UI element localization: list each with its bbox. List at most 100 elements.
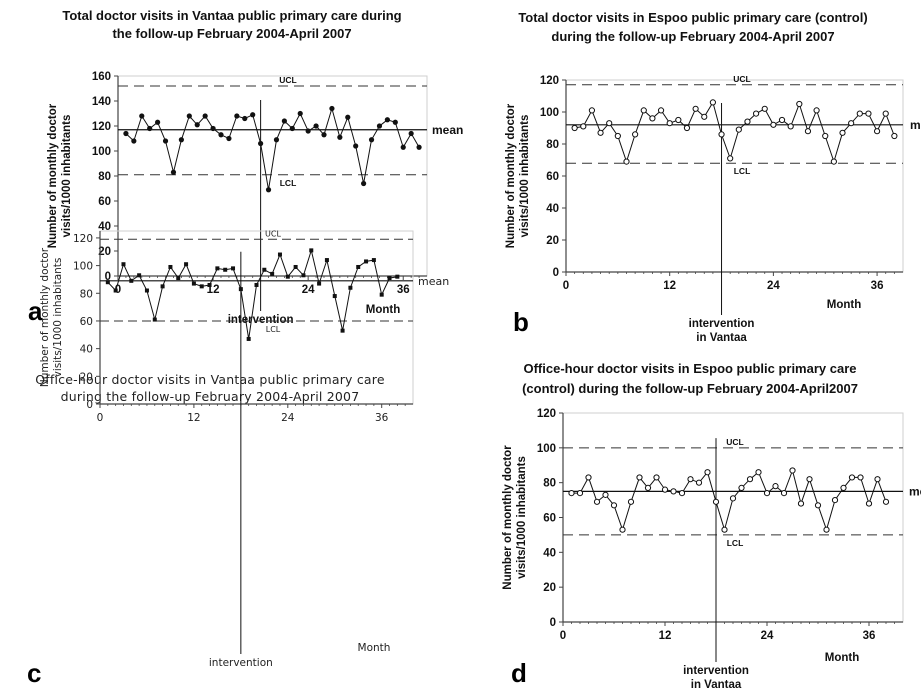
data-point xyxy=(839,129,846,136)
series-line xyxy=(125,106,420,190)
data-point xyxy=(882,498,890,505)
panel-letter: b xyxy=(513,307,529,337)
data-point xyxy=(121,262,126,267)
y-tick-label: 80 xyxy=(80,288,93,300)
data-point xyxy=(701,113,708,120)
x-tick-label: 24 xyxy=(761,630,774,642)
x-tick-label: 36 xyxy=(397,284,410,296)
lcl-label: LCL xyxy=(266,325,281,334)
y-tick-label: 0 xyxy=(553,267,559,279)
y-tick-label: 60 xyxy=(80,316,93,328)
x-axis-label: Month xyxy=(825,652,859,664)
data-point xyxy=(226,135,232,142)
data-point xyxy=(170,169,177,175)
data-point xyxy=(670,488,677,495)
x-tick-label: 0 xyxy=(115,284,121,296)
ucl-label: UCL xyxy=(279,75,296,85)
data-point xyxy=(614,132,621,140)
intervention-label-line: intervention xyxy=(689,318,755,330)
data-point xyxy=(623,158,630,165)
chart-panel-d: Office-hour doctor visits in Espoo publi… xyxy=(502,361,921,691)
data-point xyxy=(162,138,169,144)
data-point xyxy=(678,490,686,497)
data-point xyxy=(814,502,822,509)
data-point xyxy=(882,110,889,117)
data-point xyxy=(789,467,796,474)
data-point xyxy=(856,110,863,117)
data-point xyxy=(202,113,208,119)
data-point xyxy=(262,267,267,272)
data-point xyxy=(186,113,192,119)
x-axis-label: Month xyxy=(358,642,391,654)
x-tick-label: 12 xyxy=(207,284,220,296)
data-point xyxy=(309,248,314,253)
data-point xyxy=(176,276,181,281)
y-tick-label: 40 xyxy=(543,547,556,559)
data-point xyxy=(753,110,760,117)
data-point xyxy=(687,476,694,483)
data-point xyxy=(571,124,578,132)
data-point xyxy=(746,476,754,483)
y-tick-label: 60 xyxy=(546,171,559,183)
data-point xyxy=(738,484,745,491)
data-point xyxy=(787,123,794,130)
data-point xyxy=(727,155,734,162)
data-point xyxy=(761,105,768,112)
data-point xyxy=(293,264,298,269)
chart-panel-b: Total doctor visits in Espoo public prim… xyxy=(505,10,921,344)
data-point xyxy=(661,486,669,493)
data-point xyxy=(215,266,220,271)
data-point xyxy=(744,118,751,125)
data-point xyxy=(277,252,282,257)
data-point xyxy=(348,285,353,290)
data-point xyxy=(796,100,803,108)
data-point xyxy=(649,115,656,122)
data-point xyxy=(147,125,153,132)
x-tick-label: 36 xyxy=(871,280,884,292)
data-point xyxy=(317,281,322,286)
data-point xyxy=(113,288,118,293)
ucl-label: UCL xyxy=(733,74,750,84)
data-point xyxy=(384,117,390,123)
y-tick-label: 120 xyxy=(540,75,559,87)
data-point xyxy=(223,267,228,272)
data-point xyxy=(627,498,635,505)
y-tick-label: 140 xyxy=(92,96,111,108)
data-point xyxy=(305,128,311,134)
data-point xyxy=(823,526,830,533)
data-point xyxy=(576,490,584,497)
y-axis-label-line: visits/1000 inhabitants xyxy=(52,258,64,378)
y-axis-label-line: visits/1000 inhabitants xyxy=(516,456,528,579)
data-point xyxy=(376,123,383,129)
data-point xyxy=(392,119,398,125)
data-point xyxy=(830,158,837,165)
data-point xyxy=(131,138,137,144)
data-point xyxy=(721,526,728,533)
data-point xyxy=(345,114,351,120)
data-point xyxy=(168,264,173,269)
data-point xyxy=(285,274,290,279)
intervention-label-line: in Vantaa xyxy=(691,679,742,691)
data-point xyxy=(755,469,762,476)
intervention-label-line: intervention xyxy=(683,665,749,677)
data-point xyxy=(653,474,660,481)
data-point xyxy=(606,120,613,127)
y-axis-label-line: visits/1000 inhabitants xyxy=(61,115,73,238)
data-point xyxy=(840,484,847,491)
chart-title-line: Office-hour doctor visits in Espoo publi… xyxy=(523,361,856,376)
data-point xyxy=(891,132,898,140)
y-tick-label: 160 xyxy=(92,71,111,83)
intervention-label-line: intervention xyxy=(228,314,294,326)
data-point xyxy=(813,107,820,114)
lcl-label: LCL xyxy=(280,178,297,188)
y-tick-label: 0 xyxy=(86,399,93,411)
y-tick-label: 120 xyxy=(73,233,93,245)
data-point xyxy=(337,134,343,140)
data-point xyxy=(178,137,184,143)
y-tick-label: 80 xyxy=(98,171,111,183)
x-tick-label: 24 xyxy=(281,412,295,424)
chart-title-line: the follow-up February 2004-April 2007 xyxy=(112,26,351,41)
data-point xyxy=(340,328,345,333)
data-point xyxy=(265,187,272,193)
data-point xyxy=(368,137,375,143)
